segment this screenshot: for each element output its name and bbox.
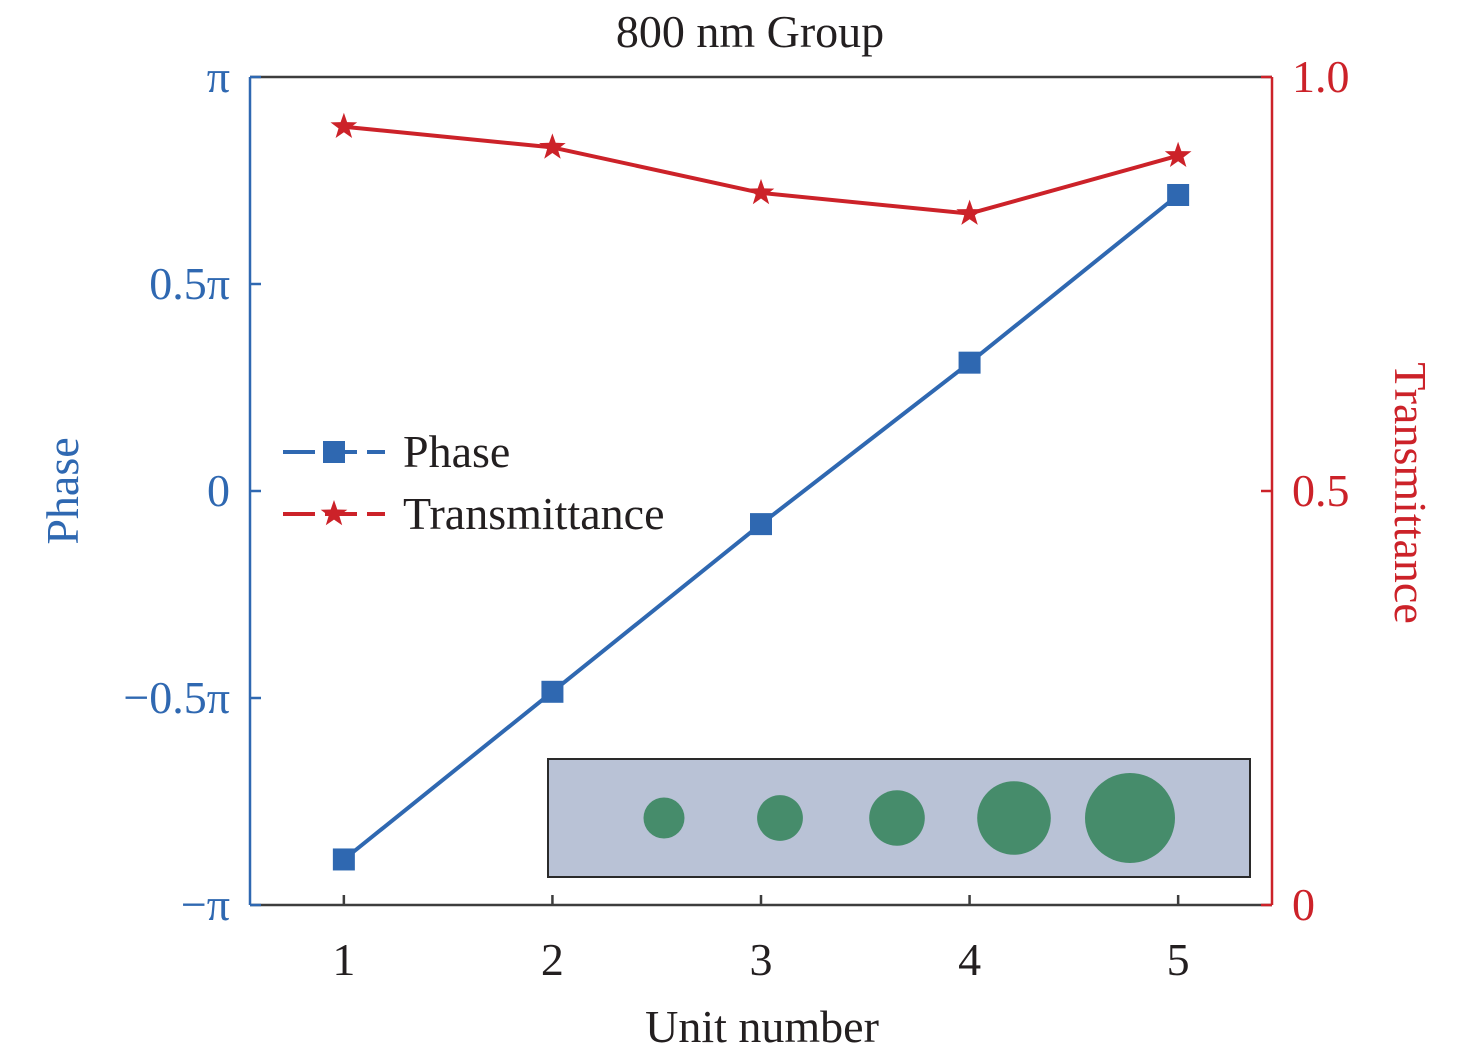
transmittance-point (1164, 141, 1192, 167)
phase-point (332, 848, 355, 871)
inset-pillar (977, 781, 1051, 855)
left-y-tick-label: 0 (207, 465, 230, 516)
inset-pillar (643, 797, 685, 839)
phase-point (750, 513, 772, 536)
x-axis-label: Unit number (645, 1001, 879, 1052)
phase-point (541, 680, 564, 703)
legend-label-transmittance: Transmittance (403, 488, 665, 539)
transmittance-point (956, 199, 983, 225)
series-layer (330, 112, 1192, 871)
transmittance-line (343, 124, 1179, 216)
transmittance-point (330, 112, 358, 138)
chart-title: 800 nm Group (616, 6, 884, 57)
inset-pillar (1085, 773, 1175, 863)
legend-marker-star (320, 500, 348, 526)
transmittance-point (539, 133, 566, 159)
right-y-axis-label: Transmittance (1385, 362, 1436, 624)
unit-cell-inset (547, 758, 1251, 878)
right-y-tick-label: 0.5 (1292, 465, 1350, 516)
left-y-tick-label: π (207, 51, 230, 102)
x-tick-label: 5 (1167, 934, 1190, 985)
legend-marker-square (323, 441, 345, 463)
left-y-axis-ticks: −π −0.5π 0 0.5π π (123, 51, 261, 930)
x-axis-ticks: 1 2 3 4 5 (332, 895, 1190, 985)
right-y-axis-ticks: 0 0.5 1.0 (1261, 51, 1350, 930)
right-y-tick-label: 1.0 (1292, 51, 1350, 102)
right-y-tick-label: 0 (1292, 879, 1315, 930)
legend-entry-phase: Phase (283, 426, 510, 477)
left-y-tick-label: −0.5π (123, 672, 230, 723)
phase-point (958, 351, 981, 374)
inset-pillar (869, 790, 925, 846)
x-tick-label: 4 (958, 934, 981, 985)
left-y-axis-label: Phase (37, 437, 88, 544)
transmittance-point (747, 178, 775, 205)
phase-point (1167, 183, 1190, 206)
left-y-tick-label: 0.5π (149, 258, 230, 309)
legend-label-phase: Phase (403, 426, 510, 477)
legend: Phase Transmittance (283, 426, 665, 539)
legend-entry-transmittance: Transmittance (283, 488, 665, 539)
left-y-tick-label: −π (181, 879, 230, 930)
x-tick-label: 3 (750, 934, 773, 985)
x-tick-label: 1 (332, 934, 355, 985)
inset-pillar (757, 795, 803, 841)
x-tick-label: 2 (541, 934, 564, 985)
